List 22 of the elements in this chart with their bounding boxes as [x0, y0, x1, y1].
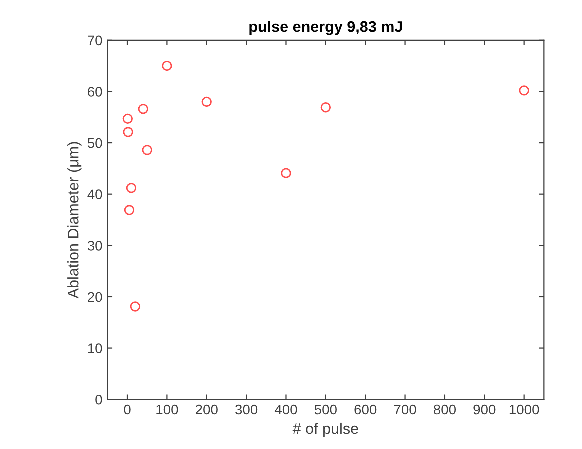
y-tick-label: 70: [88, 36, 102, 46]
x-tick-label: 800: [434, 404, 456, 415]
y-tick-label: 10: [88, 344, 102, 354]
y-tick-label: 20: [88, 292, 102, 302]
x-tick-label: 600: [354, 404, 377, 415]
y-tick-label: 0: [96, 394, 102, 405]
x-tick-label: 400: [274, 404, 298, 415]
x-tick-label: 200: [196, 404, 218, 415]
x-tick-label: 500: [314, 404, 337, 415]
x-tick-label: 900: [474, 404, 496, 415]
x-tick-label: 300: [236, 404, 258, 415]
y-tick-label: 60: [88, 87, 102, 97]
chart-title: pulse energy 9,83 mJ: [250, 21, 402, 36]
y-tick-label: 50: [88, 138, 102, 148]
x-tick-label: 1000: [510, 404, 540, 415]
y-axis-title: Ablation Diameter (μm): [68, 142, 82, 299]
y-tick-label: 30: [88, 241, 102, 251]
x-tick-label: 700: [394, 404, 416, 415]
x-axis-title: # of pulse: [292, 422, 358, 438]
y-tick-label: 40: [88, 190, 102, 200]
x-tick-label: 100: [156, 404, 178, 415]
x-tick-label: 0: [124, 404, 131, 415]
